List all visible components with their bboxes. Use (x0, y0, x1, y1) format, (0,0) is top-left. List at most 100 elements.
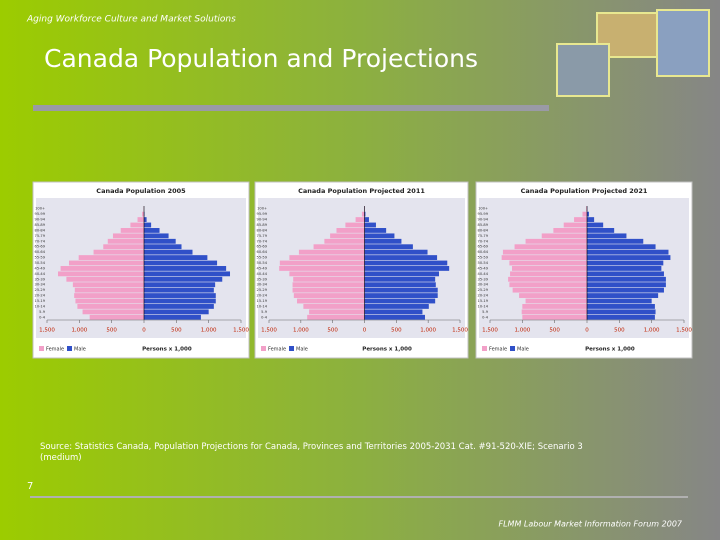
y-tick-label: 75-79 (257, 234, 268, 238)
bar (503, 250, 587, 255)
bar (587, 217, 594, 222)
bar (587, 250, 668, 255)
y-tick-label: 60-64 (35, 250, 46, 254)
bar (79, 255, 144, 260)
bar (587, 277, 666, 282)
bar (365, 277, 436, 282)
legend-label: Male (74, 347, 86, 353)
bar (365, 293, 438, 298)
y-tick-label: 100+ (257, 207, 267, 211)
legend-label: Male (517, 347, 529, 353)
y-tick-label: 15-19 (257, 299, 268, 303)
y-tick-label: 90-94 (478, 218, 489, 222)
x-axis-label: Persons x 1,000 (362, 347, 412, 353)
bar (144, 261, 217, 266)
bar (289, 271, 364, 276)
y-tick-label: 30-34 (478, 283, 489, 287)
bar (365, 223, 376, 228)
bar (513, 288, 587, 293)
bar (144, 271, 230, 276)
x-tick-label: 1,000 (514, 328, 530, 334)
bar (280, 261, 365, 266)
x-tick-label: 500 (614, 328, 625, 334)
y-tick-label: 45-49 (478, 266, 489, 270)
y-tick-label: 95-99 (35, 212, 46, 216)
bar (365, 255, 438, 260)
bar (138, 217, 144, 222)
bar (365, 250, 428, 255)
source: Source: Statistics Canada, Population Pr… (40, 442, 600, 464)
y-tick-label: 50-54 (478, 261, 489, 265)
bar (293, 288, 365, 293)
bar (144, 223, 151, 228)
bar (314, 244, 365, 249)
y-tick-label: 25-29 (478, 288, 489, 292)
x-tick-label: 500 (171, 328, 182, 334)
x-axis-label: Persons x 1,000 (142, 347, 192, 353)
bar (574, 217, 587, 222)
x-tick-label: 1,000 (71, 328, 87, 334)
x-tick-label: 1,000 (293, 328, 309, 334)
x-tick-label: 0 (142, 328, 146, 334)
bar (324, 239, 364, 244)
bar (144, 288, 214, 293)
bar (553, 228, 587, 233)
bar (69, 261, 144, 266)
bar (365, 244, 413, 249)
y-tick-label: 10-14 (257, 304, 268, 308)
bar (75, 288, 144, 293)
bar (582, 212, 587, 217)
bar (365, 261, 448, 266)
y-tick-label: 80-84 (257, 228, 268, 232)
y-tick-label: 5-9 (261, 310, 268, 314)
x-tick-label: 0 (363, 328, 367, 334)
bar (587, 239, 643, 244)
x-tick-label: 1,500 (452, 328, 468, 334)
bar (144, 255, 207, 260)
bar (74, 293, 144, 298)
bar (542, 233, 587, 238)
y-tick-label: 40-44 (257, 272, 268, 276)
bar (336, 228, 364, 233)
bar (587, 304, 655, 309)
bar (365, 239, 402, 244)
y-tick-label: 30-34 (257, 283, 268, 287)
slide-title: Canada Population and Projections (44, 44, 478, 73)
bar (73, 282, 144, 287)
legend-swatch (482, 346, 487, 351)
bar (299, 250, 365, 255)
bar (365, 288, 438, 293)
x-tick-label: 500 (106, 328, 117, 334)
bar (94, 250, 144, 255)
bar (587, 293, 658, 298)
y-tick-label: 95-99 (478, 212, 489, 216)
legend-label: Female (46, 347, 64, 353)
bar (289, 255, 364, 260)
y-tick-label: 20-24 (478, 294, 489, 298)
y-tick-label: 10-14 (35, 304, 46, 308)
bar (144, 304, 214, 309)
y-tick-label: 50-54 (257, 261, 268, 265)
bar (108, 239, 144, 244)
bar (587, 244, 656, 249)
y-tick-label: 90-94 (35, 218, 46, 222)
bar (522, 315, 587, 320)
legend-label: Male (296, 347, 308, 353)
bar (83, 309, 144, 314)
y-tick-label: 45-49 (35, 266, 46, 270)
bar (90, 315, 144, 320)
legend-swatch (39, 346, 44, 351)
legend-label: Female (268, 347, 286, 353)
y-tick-label: 95-99 (257, 212, 268, 216)
y-tick-label: 70-74 (35, 239, 46, 243)
bar (519, 293, 587, 298)
x-tick-label: 1,500 (482, 328, 498, 334)
bar (61, 266, 144, 271)
chart-title: Canada Population Projected 2011 (298, 187, 425, 195)
page-number: 7 (27, 481, 33, 492)
bar (144, 244, 182, 249)
bar (365, 228, 387, 233)
x-tick-label: 0 (585, 328, 589, 334)
y-tick-label: 85-89 (257, 223, 268, 227)
bar (587, 228, 614, 233)
